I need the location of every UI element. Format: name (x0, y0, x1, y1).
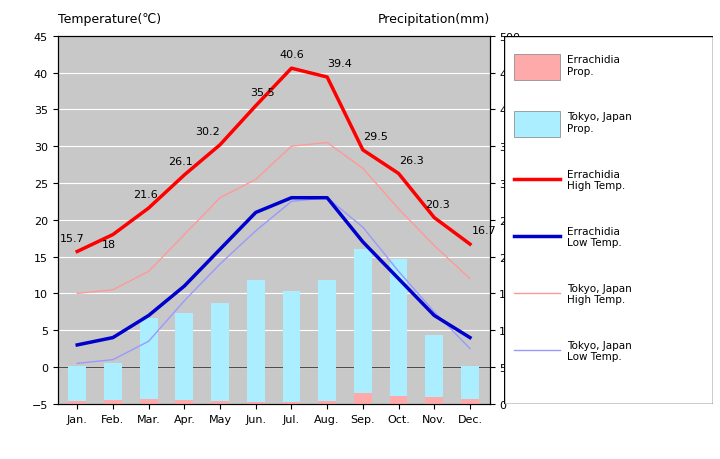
Bar (318, 280, 336, 404)
Bar (282, 291, 300, 404)
Text: Tokyo, Japan
High Temp.: Tokyo, Japan High Temp. (567, 283, 631, 304)
Bar (104, 400, 122, 404)
Bar (390, 397, 408, 404)
Bar (176, 400, 193, 404)
Text: 26.3: 26.3 (399, 155, 423, 165)
Bar (354, 393, 372, 404)
Bar (68, 366, 86, 404)
Bar (514, 55, 560, 81)
Bar (247, 403, 265, 404)
Bar (390, 259, 408, 404)
Text: 16.7: 16.7 (472, 226, 497, 236)
Bar (211, 303, 229, 404)
Text: Tokyo, Japan
Prop.: Tokyo, Japan Prop. (567, 112, 631, 134)
Bar (104, 363, 122, 404)
Text: Errachidia
Low Temp.: Errachidia Low Temp. (567, 226, 621, 247)
Text: 15.7: 15.7 (60, 233, 84, 243)
Bar (426, 397, 444, 404)
Bar (461, 399, 479, 404)
Bar (282, 403, 300, 404)
Text: 40.6: 40.6 (279, 50, 304, 60)
Text: Errachidia
Prop.: Errachidia Prop. (567, 56, 619, 77)
Bar (68, 401, 86, 404)
Bar (140, 318, 158, 404)
Bar (318, 401, 336, 404)
Text: 20.3: 20.3 (426, 199, 450, 209)
Text: Tokyo, Japan
Low Temp.: Tokyo, Japan Low Temp. (567, 340, 631, 361)
Bar (461, 366, 479, 404)
Bar (247, 280, 265, 404)
Text: 21.6: 21.6 (132, 190, 158, 200)
Text: 39.4: 39.4 (327, 59, 352, 69)
Text: 18: 18 (102, 240, 117, 250)
Text: 30.2: 30.2 (195, 127, 220, 137)
Bar (354, 250, 372, 404)
Bar (176, 313, 193, 404)
Bar (426, 336, 444, 404)
Text: Temperature(℃): Temperature(℃) (58, 13, 161, 26)
Bar (211, 401, 229, 404)
Bar (140, 399, 158, 404)
Bar (514, 112, 560, 138)
Text: 26.1: 26.1 (168, 157, 193, 167)
Text: 35.5: 35.5 (251, 88, 275, 98)
Text: 29.5: 29.5 (363, 132, 388, 142)
Text: Errachidia
High Temp.: Errachidia High Temp. (567, 169, 625, 190)
Text: Precipitation(mm): Precipitation(mm) (377, 13, 490, 26)
